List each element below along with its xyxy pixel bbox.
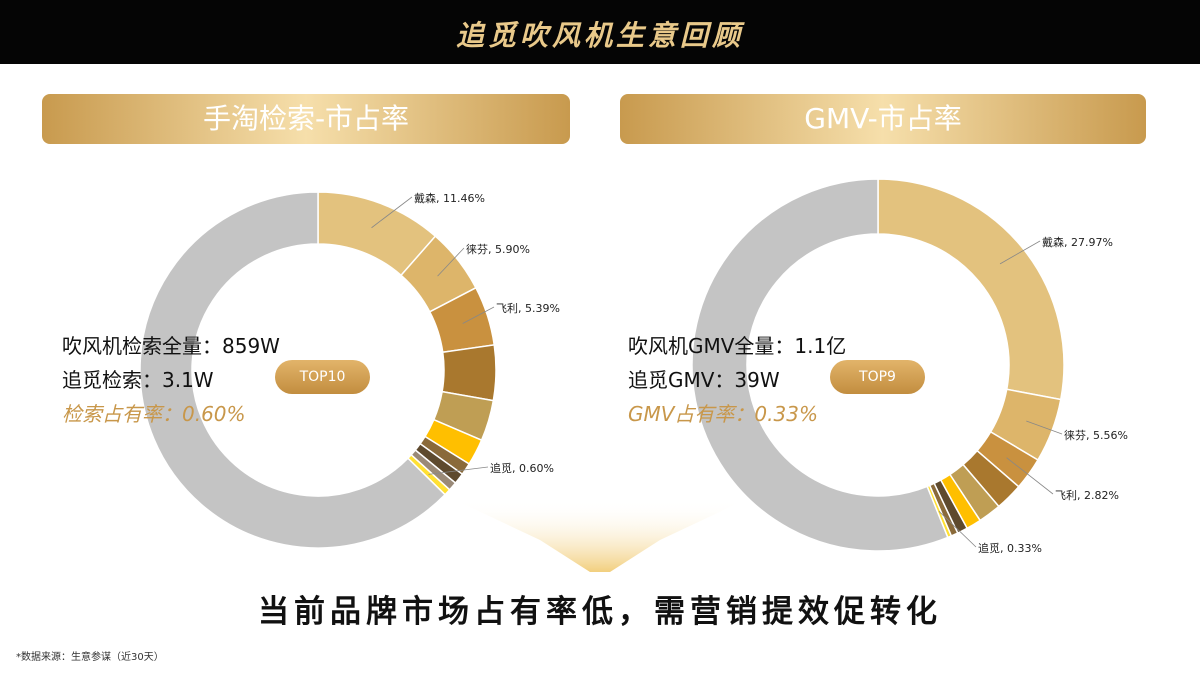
conclusion-title: 当前品牌市场占有率低，需营销提效促转化 xyxy=(258,594,942,630)
left-info-total: 吹风机检索全量：859W xyxy=(62,334,280,358)
right-info-share: GMV占有率：0.33% xyxy=(628,402,818,426)
leader-line xyxy=(1026,420,1063,435)
callout-left-laifen: 徕芬, 5.90% xyxy=(466,243,530,256)
callout-right-dyson: 戴森, 27.97% xyxy=(1042,236,1113,249)
search-share-title: 手淘检索-市占率 xyxy=(42,94,570,144)
header-bar: 追觅吹风机生意回顾 xyxy=(0,0,1200,64)
callout-right-dreame: 追觅, 0.33% xyxy=(978,542,1042,555)
leader-line xyxy=(999,240,1041,265)
down-arrow-icon xyxy=(455,500,745,572)
leader-line xyxy=(462,306,495,324)
donut-slice-3 xyxy=(441,344,497,402)
right-rank-badge: TOP9 xyxy=(830,360,925,394)
right-info-total: 吹风机GMV全量：1.1亿 xyxy=(628,334,847,358)
callout-left-dreame: 追觅, 0.60% xyxy=(490,462,554,475)
right-info-brand: 追觅GMV：39W xyxy=(628,368,780,392)
leader-line xyxy=(938,511,977,548)
source-note: *数据来源：生意参谋（近30天） xyxy=(16,652,164,663)
left-rank-badge: TOP10 xyxy=(275,360,370,394)
page-title: 追觅吹风机生意回顾 xyxy=(455,19,744,52)
leader-line xyxy=(1006,457,1054,495)
donut-right xyxy=(691,178,1065,552)
callout-left-dyson: 戴森, 11.46% xyxy=(414,192,485,205)
callout-left-philips: 飞利, 5.39% xyxy=(496,302,560,315)
donut-slice-9 xyxy=(691,178,949,552)
leader-line xyxy=(371,196,413,229)
callout-right-laifen: 徕芬, 5.56% xyxy=(1064,429,1128,442)
leader-line xyxy=(428,466,489,475)
donut-slice-10 xyxy=(139,191,447,549)
left-info-share: 检索占有率：0.60% xyxy=(62,402,246,426)
gmv-share-title: GMV-市占率 xyxy=(620,94,1146,144)
callout-right-philips: 飞利, 2.82% xyxy=(1055,489,1119,502)
leader-line xyxy=(437,247,465,277)
donut-left xyxy=(139,191,497,549)
left-info-brand: 追觅检索：3.1W xyxy=(62,368,214,392)
